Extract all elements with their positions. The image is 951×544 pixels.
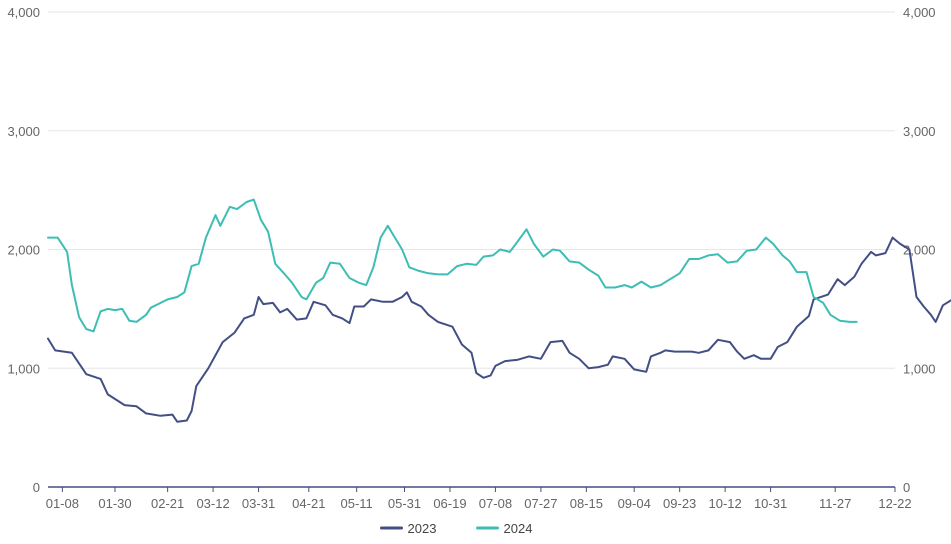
x-tick-label: 07-08 bbox=[479, 496, 512, 511]
y-tick-label-right: 4,000 bbox=[903, 5, 936, 20]
legend-label: 2024 bbox=[504, 521, 533, 536]
x-tick-label: 05-31 bbox=[388, 496, 421, 511]
x-tick-label: 06-19 bbox=[433, 496, 466, 511]
series-line-2023 bbox=[47, 236, 951, 423]
y-axis-right: 0 1,000 2,000 3,000 4,000 bbox=[903, 5, 936, 495]
x-tick-label: 01-30 bbox=[98, 496, 131, 511]
legend: 2023 2024 bbox=[380, 521, 533, 536]
x-tick-label: 10-31 bbox=[754, 496, 787, 511]
y-tick-label-right: 1,000 bbox=[903, 361, 936, 376]
gridlines bbox=[48, 11, 895, 369]
x-tick-label: 03-31 bbox=[242, 496, 275, 511]
x-tick-label: 03-12 bbox=[196, 496, 229, 511]
series-line-2024 bbox=[47, 198, 858, 333]
y-tick-label-right: 0 bbox=[903, 480, 910, 495]
x-tick-label: 09-23 bbox=[663, 496, 696, 511]
y-tick-label-left: 0 bbox=[33, 480, 40, 495]
x-tick-label: 02-21 bbox=[151, 496, 184, 511]
x-tick-label: 11-27 bbox=[819, 496, 851, 511]
x-tick-label: 01-08 bbox=[46, 496, 79, 511]
y-tick-label-left: 1,000 bbox=[7, 361, 40, 376]
legend-item-2024[interactable]: 2024 bbox=[476, 521, 533, 536]
x-tick-label: 09-04 bbox=[618, 496, 651, 511]
x-axis: 01-08 01-30 02-21 03-12 03-31 04-21 05-11 05-31… bbox=[46, 486, 912, 511]
y-tick-label-left: 4,000 bbox=[7, 5, 40, 20]
y-tick-label-right: 3,000 bbox=[903, 124, 936, 139]
legend-label: 2023 bbox=[408, 521, 437, 536]
x-tick-label: 04-21 bbox=[292, 496, 325, 511]
x-tick-label: 07-27 bbox=[524, 496, 557, 511]
y-tick-label-right: 2,000 bbox=[903, 243, 936, 258]
x-tick-label: 05-11 bbox=[341, 496, 373, 511]
y-tick-label-left: 3,000 bbox=[7, 124, 40, 139]
legend-item-2023[interactable]: 2023 bbox=[380, 521, 437, 536]
y-axis-left: 0 1,000 2,000 3,000 4,000 bbox=[7, 5, 40, 495]
series-lines bbox=[47, 198, 951, 423]
x-tick-label: 08-15 bbox=[570, 496, 603, 511]
x-tick-label: 12-22 bbox=[878, 496, 911, 511]
y-tick-label-left: 2,000 bbox=[7, 243, 40, 258]
x-tick-label: 10-12 bbox=[708, 496, 741, 511]
